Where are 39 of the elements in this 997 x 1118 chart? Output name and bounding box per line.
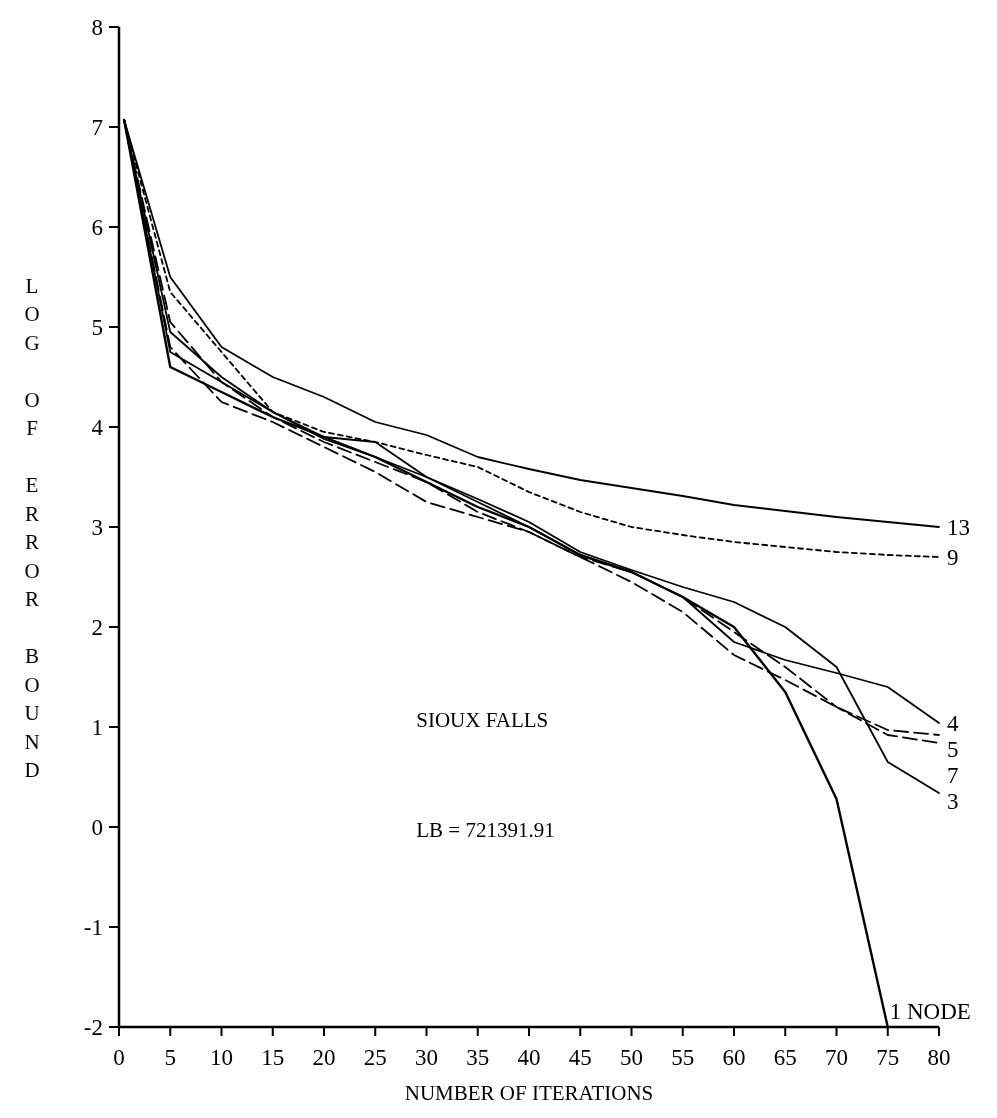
x-tick-label: 30 [415,1045,438,1070]
x-tick-label: 10 [210,1045,233,1070]
y-tick-label: -1 [83,915,103,941]
y-tick-label: 4 [91,415,104,441]
series-label: 3 [947,789,959,814]
y-tick-label: 1 [91,715,103,741]
x-tick-label: 55 [671,1045,695,1070]
y-tick-label: 0 [91,815,103,841]
x-tick-label: 0 [113,1045,125,1070]
text: LOG OF ERROR BOUND [24,273,40,783]
y-tick-label: 2 [91,615,103,641]
x-tick-label: 60 [722,1045,746,1070]
x-tick-label: 40 [517,1045,541,1070]
x-tick-label: 65 [773,1045,797,1070]
annotation: LB = 721391.91 [416,818,555,842]
y-tick-label: 8 [91,15,103,41]
series-label: 9 [947,545,959,570]
y-tick-label: -2 [83,1015,103,1041]
x-tick-label: 25 [363,1045,387,1070]
series-label: 13 [947,515,970,540]
series-label: 7 [947,763,959,788]
y-tick-label: 6 [91,215,103,241]
y-tick-label: 7 [91,115,103,141]
x-tick-label: 15 [261,1045,285,1070]
series-label: 4 [947,711,959,736]
x-tick-label: 45 [568,1045,592,1070]
x-tick-label: 80 [927,1045,951,1070]
x-tick-label: 70 [825,1045,848,1070]
series-label: 5 [947,737,959,762]
x-tick-label: 20 [312,1045,336,1070]
x-tick-label: 5 [164,1045,176,1070]
annotation: SIOUX FALLS [416,708,549,732]
x-tick-label: 75 [876,1045,900,1070]
x-tick-label: 50 [620,1045,643,1070]
y-tick-label: 5 [91,315,103,341]
series-label: 1 NODE [889,999,971,1024]
x-axis-title: NUMBER OF ITERATIONS [404,1081,654,1105]
x-tick-label: 35 [466,1045,490,1070]
y-tick-label: 3 [91,515,103,541]
